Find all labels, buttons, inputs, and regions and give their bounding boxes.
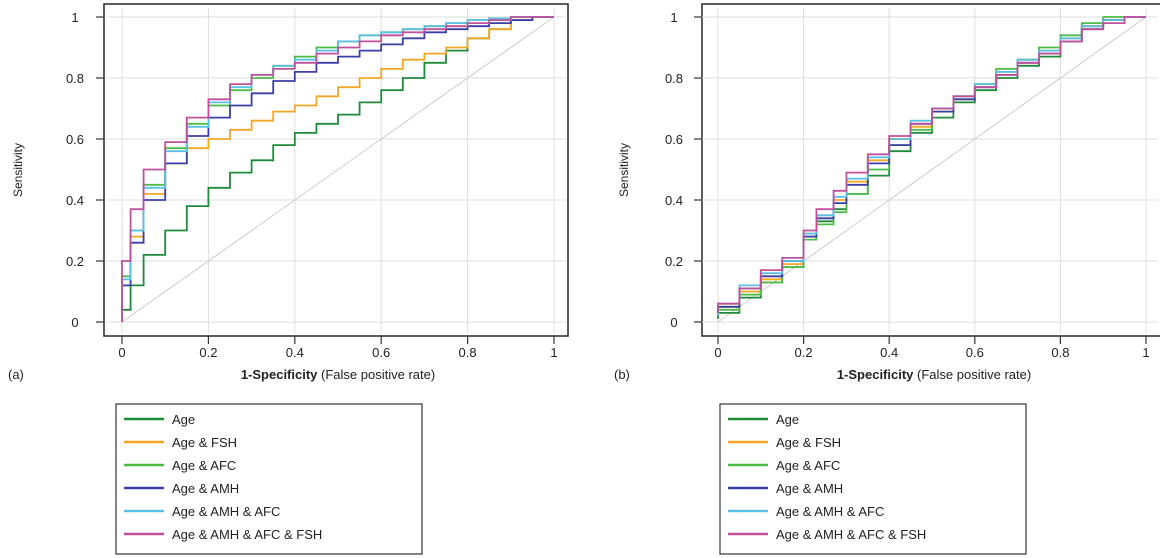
x-ticks-b: 0 0.2 0.4 0.6 0.8 1 bbox=[714, 336, 1150, 360]
legend-label: Age & AFC bbox=[172, 458, 236, 473]
x-tick-label: 0.4 bbox=[880, 345, 898, 360]
series-group-a bbox=[121, 16, 554, 322]
x-tick-label: 0.4 bbox=[286, 345, 304, 360]
y-ticks-b: 0 0.2 0.4 0.6 0.8 1 bbox=[665, 10, 702, 330]
x-tick-label: 1 bbox=[1142, 345, 1149, 360]
series-group-b bbox=[717, 16, 1146, 319]
legend-b: Age Age & FSH Age & AFC Age & AMH Age & AMH … bbox=[719, 403, 1027, 555]
x-axis-label-b: 1-Specificity (False positive rate) bbox=[837, 367, 1031, 382]
grid-lines-b bbox=[702, 8, 1158, 334]
legend-label: Age & FSH bbox=[172, 435, 237, 450]
roc-chart-panel-a: 0 0.2 0.4 0.6 0.8 1 0 0.2 0.4 0.6 0.8 1 Sensitivit… bbox=[8, 3, 569, 555]
legend-label: Age & AMH & AFC bbox=[776, 504, 884, 519]
x-axis-label-rest-a: (False positive rate) bbox=[317, 367, 435, 382]
y-axis-label-b: Sensitivity bbox=[617, 143, 631, 197]
legend-label: Age & AMH & AFC bbox=[172, 504, 280, 519]
legend-label: Age & AMH bbox=[172, 481, 239, 496]
y-tick-label: 0.4 bbox=[665, 193, 683, 208]
x-tick-label: 0 bbox=[118, 345, 125, 360]
x-axis-label-bold-a: 1-Specificity bbox=[241, 367, 318, 382]
x-tick-label: 0.8 bbox=[459, 345, 477, 360]
y-tick-label: 0 bbox=[670, 315, 677, 330]
x-tick-label: 0.2 bbox=[199, 345, 217, 360]
x-tick-label: 0.2 bbox=[795, 345, 813, 360]
x-tick-label: 0 bbox=[714, 345, 721, 360]
legend-label: Age & AFC bbox=[776, 458, 840, 473]
x-axis-label-a: 1-Specificity (False positive rate) bbox=[241, 367, 435, 382]
legend-box bbox=[719, 403, 1027, 555]
roc-curve-age-and-amh-and-afc-and-fsh bbox=[717, 16, 1146, 313]
diagonal-reference-a bbox=[121, 16, 555, 323]
y-tick-label: 0.8 bbox=[665, 71, 683, 86]
legend-label: Age & AMH & AFC & FSH bbox=[776, 527, 926, 542]
x-tick-label: 1 bbox=[550, 345, 557, 360]
legend-label: Age bbox=[776, 412, 799, 427]
panel-label-b: (b) bbox=[614, 367, 630, 382]
y-ticks-a: 0 0.2 0.4 0.6 0.8 1 bbox=[66, 10, 104, 330]
y-tick-label: 0.6 bbox=[66, 132, 84, 147]
legend-label: Age & FSH bbox=[776, 435, 841, 450]
y-tick-label: 0.4 bbox=[66, 193, 84, 208]
x-tick-label: 0.6 bbox=[372, 345, 390, 360]
panel-label-a: (a) bbox=[8, 367, 24, 382]
legend-box bbox=[115, 403, 423, 555]
x-ticks-a: 0 0.2 0.4 0.6 0.8 1 bbox=[118, 336, 558, 360]
diagonal-reference-b bbox=[717, 16, 1147, 323]
y-tick-label: 0.8 bbox=[66, 71, 84, 86]
x-tick-label: 0.6 bbox=[966, 345, 984, 360]
y-tick-label: 0.6 bbox=[665, 132, 683, 147]
x-axis-label-rest-b: (False positive rate) bbox=[913, 367, 1031, 382]
legend-label: Age bbox=[172, 412, 195, 427]
y-tick-label: 1 bbox=[71, 10, 78, 25]
y-tick-label: 0.2 bbox=[66, 254, 84, 269]
legend-label: Age & AMH bbox=[776, 481, 843, 496]
legend-label: Age & AMH & AFC & FSH bbox=[172, 527, 322, 542]
roc-curve-age-and-amh-and-afc-and-fsh bbox=[121, 16, 554, 322]
legend-a: Age Age & FSH Age & AFC Age & AMH Age & AMH … bbox=[115, 403, 423, 555]
x-axis-label-bold-b: 1-Specificity bbox=[837, 367, 914, 382]
y-tick-label: 0 bbox=[71, 315, 78, 330]
x-tick-label: 0.8 bbox=[1051, 345, 1069, 360]
y-tick-label: 0.2 bbox=[665, 254, 683, 269]
roc-chart-panel-b: 0 0.2 0.4 0.6 0.8 1 0 0.2 0.4 0.6 0.8 1 Sensitivit… bbox=[614, 3, 1160, 555]
y-tick-label: 1 bbox=[670, 10, 677, 25]
y-axis-label-a: Sensitivity bbox=[11, 143, 25, 197]
